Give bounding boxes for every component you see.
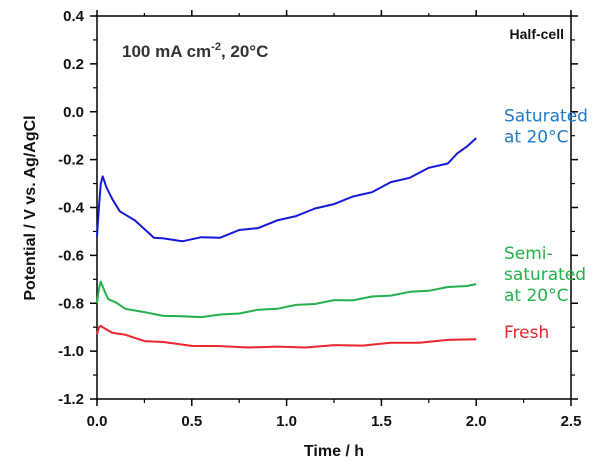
x-tick-label: 1.5 bbox=[371, 413, 392, 430]
series-label: Fresh bbox=[504, 323, 549, 343]
y-tick-labels: 0.4 0.2 0.0 -0.2 -0.4 -0.6 -0.8 -1.0 -1.2 bbox=[58, 8, 85, 408]
y-tick-label: -1.2 bbox=[58, 391, 84, 408]
half-cell-annotation: Half-cell bbox=[510, 26, 564, 42]
y-tick-label: -0.6 bbox=[58, 247, 84, 264]
series-line bbox=[96, 280, 477, 319]
series-lines bbox=[96, 137, 477, 349]
x-tick-label: 0.5 bbox=[181, 413, 202, 430]
y-tick-label: -0.2 bbox=[58, 152, 84, 169]
series-label: Semi-saturated at 20°C bbox=[504, 244, 586, 306]
series-label: Saturated at 20°C bbox=[504, 106, 588, 147]
plot-frame bbox=[96, 15, 572, 400]
tick-marks bbox=[90, 10, 578, 406]
condition-annotation: 100 mA cm-2, 20°C bbox=[122, 41, 268, 61]
x-tick-label: 0.0 bbox=[87, 413, 108, 430]
x-tick-label: 1.0 bbox=[276, 413, 297, 430]
y-tick-label: 0.4 bbox=[63, 8, 85, 25]
x-tick-label: 2.0 bbox=[466, 413, 487, 430]
y-tick-label: -0.8 bbox=[58, 295, 84, 312]
y-axis-title: Potential / V vs. Ag/AgCl bbox=[22, 115, 39, 300]
x-tick-labels: 0.0 0.5 1.0 1.5 2.0 2.5 bbox=[87, 413, 582, 430]
x-tick-label: 2.5 bbox=[561, 413, 582, 430]
y-tick-label: 0.0 bbox=[63, 104, 84, 121]
y-tick-label: -0.4 bbox=[58, 200, 85, 217]
series-line bbox=[96, 325, 477, 349]
y-tick-label: -1.0 bbox=[58, 343, 84, 360]
y-tick-label: 0.2 bbox=[63, 56, 84, 73]
x-axis-title: Time / h bbox=[304, 443, 364, 460]
series-line bbox=[96, 137, 477, 243]
series-labels: Saturated at 20°C Semi-saturated at 20°C Fre… bbox=[504, 106, 588, 343]
